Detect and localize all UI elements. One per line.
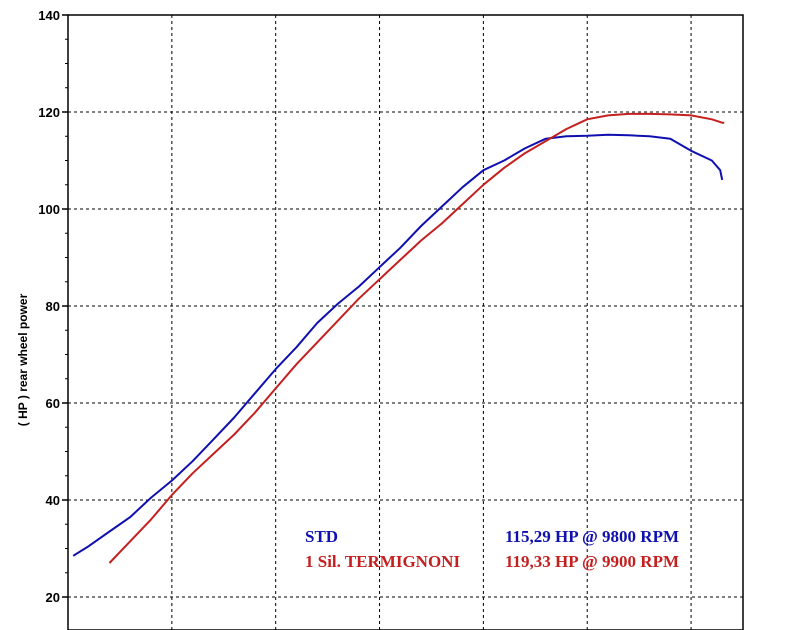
series-line-0 bbox=[72, 133, 724, 557]
series-lines bbox=[72, 112, 725, 564]
legend-name-std: STD bbox=[305, 527, 338, 546]
y-tick-label: 20 bbox=[46, 590, 60, 605]
y-tick-label: 140 bbox=[38, 8, 60, 23]
legend-peak-std: 115,29 HP @ 9800 RPM bbox=[505, 527, 679, 546]
y-tick-label: 60 bbox=[46, 396, 60, 411]
y-gridlines bbox=[68, 111, 743, 598]
legend-name-termignoni: 1 Sil. TERMIGNONI bbox=[305, 552, 460, 571]
plot-frame bbox=[67, 14, 744, 630]
legend-peak-termignoni: 119,33 HP @ 9900 RPM bbox=[505, 552, 679, 571]
legend: STD 115,29 HP @ 9800 RPM 1 Sil. TERMIGNO… bbox=[305, 527, 679, 571]
y-tick-label: 40 bbox=[46, 493, 60, 508]
y-tick-labels: 20 40 60 80 100 120 140 bbox=[38, 8, 60, 605]
y-tick-label: 80 bbox=[46, 299, 60, 314]
series-line-1 bbox=[108, 112, 725, 564]
x-gridlines bbox=[171, 15, 692, 630]
y-tick-label: 100 bbox=[38, 202, 60, 217]
y-axis-label: ( HP ) rear wheel power bbox=[16, 293, 30, 426]
y-tick-label: 120 bbox=[38, 105, 60, 120]
y-ticks bbox=[62, 14, 68, 598]
